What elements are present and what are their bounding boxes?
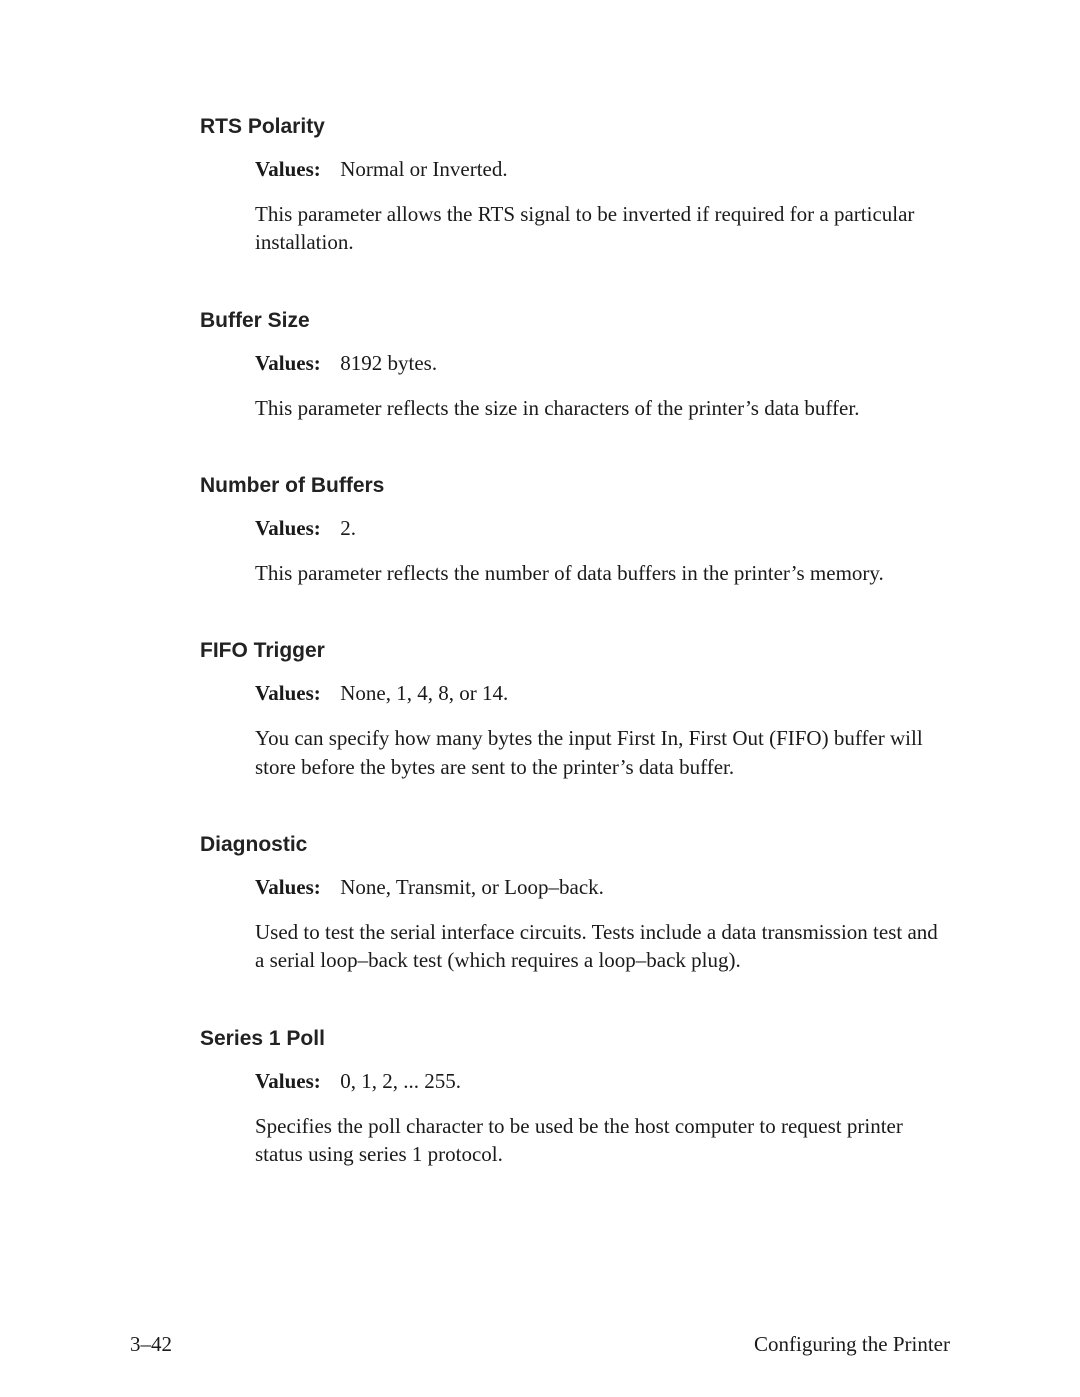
values-label: Values: bbox=[255, 351, 335, 376]
values-text: 8192 bytes. bbox=[340, 351, 437, 375]
values-row: Values: 2. bbox=[255, 516, 950, 541]
values-text: None, Transmit, or Loop–back. bbox=[340, 875, 604, 899]
values-text: None, 1, 4, 8, or 14. bbox=[340, 681, 508, 705]
values-label: Values: bbox=[255, 1069, 335, 1094]
section-heading-series-1-poll: Series 1 Poll bbox=[200, 1027, 950, 1051]
values-label: Values: bbox=[255, 875, 335, 900]
page-footer: 3–42 Configuring the Printer bbox=[130, 1332, 950, 1357]
section-description: Used to test the serial interface circui… bbox=[255, 918, 950, 975]
values-text: Normal or Inverted. bbox=[340, 157, 507, 181]
values-row: Values: 8192 bytes. bbox=[255, 351, 950, 376]
document-page: RTS Polarity Values: Normal or Inverted.… bbox=[0, 0, 1080, 1397]
chapter-title: Configuring the Printer bbox=[754, 1332, 950, 1357]
values-label: Values: bbox=[255, 516, 335, 541]
section-heading-diagnostic: Diagnostic bbox=[200, 833, 950, 857]
section-description: This parameter allows the RTS signal to … bbox=[255, 200, 950, 257]
values-row: Values: None, Transmit, or Loop–back. bbox=[255, 875, 950, 900]
section-heading-number-of-buffers: Number of Buffers bbox=[200, 474, 950, 498]
values-label: Values: bbox=[255, 681, 335, 706]
values-row: Values: 0, 1, 2, ... 255. bbox=[255, 1069, 950, 1094]
section-description: You can specify how many bytes the input… bbox=[255, 724, 950, 781]
values-text: 2. bbox=[340, 516, 356, 540]
values-row: Values: Normal or Inverted. bbox=[255, 157, 950, 182]
section-description: This parameter reflects the number of da… bbox=[255, 559, 950, 587]
section-heading-fifo-trigger: FIFO Trigger bbox=[200, 639, 950, 663]
section-description: This parameter reflects the size in char… bbox=[255, 394, 950, 422]
values-row: Values: None, 1, 4, 8, or 14. bbox=[255, 681, 950, 706]
section-heading-buffer-size: Buffer Size bbox=[200, 309, 950, 333]
section-heading-rts-polarity: RTS Polarity bbox=[200, 115, 950, 139]
values-label: Values: bbox=[255, 157, 335, 182]
page-number: 3–42 bbox=[130, 1332, 172, 1357]
section-description: Specifies the poll character to be used … bbox=[255, 1112, 950, 1169]
values-text: 0, 1, 2, ... 255. bbox=[340, 1069, 461, 1093]
